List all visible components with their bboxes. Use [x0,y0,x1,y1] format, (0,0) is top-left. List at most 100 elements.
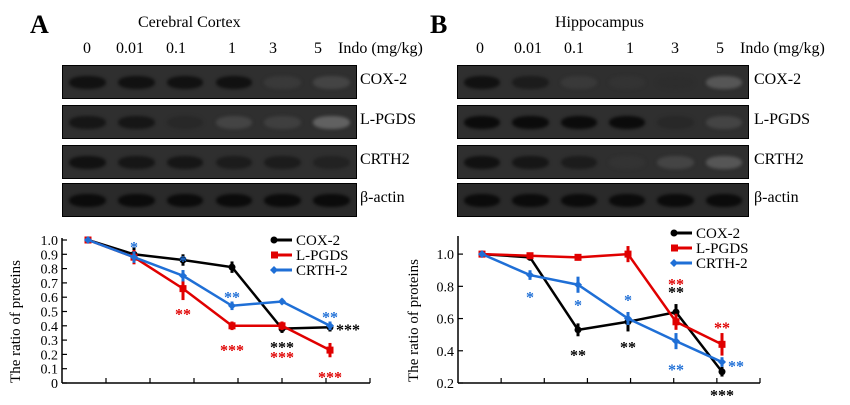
blot-strip-crth2 [62,145,357,179]
dose-label: 0.1 [166,40,186,57]
significance-annotation: * [130,239,138,256]
blot-band [69,155,106,170]
panel-a-title: Cerebral Cortex [138,14,241,31]
dose-label: 1 [626,40,634,57]
blot-strip-cox2 [62,65,357,99]
blot-band [166,193,204,208]
dose-label: 1 [228,40,236,57]
data-point [718,358,726,367]
y-axis-label: The ratio of proteins [406,259,422,382]
y-tick-label: 1.0 [437,248,455,263]
blot-band [215,193,253,208]
blot-band [464,155,501,170]
blot-band [264,115,302,130]
protein-label: CRTH2 [754,151,804,168]
blot-band [609,75,646,90]
blot-band [117,155,155,170]
dose-label: 3 [671,40,679,57]
y-tick-label: 0.8 [41,263,59,278]
blot-band [117,115,155,130]
blot-band [313,115,350,130]
protein-label: CRTH2 [360,151,410,168]
legend-label: CRTH-2 [296,263,348,279]
legend-marker [270,236,278,244]
y-tick-label: 0.2 [437,377,455,392]
data-point [179,256,187,264]
data-point [672,318,680,326]
data-point [179,271,187,280]
legend-marker [671,244,678,252]
blot-band [464,115,501,130]
panel-letter-b: B [430,10,448,39]
data-point [478,250,486,259]
data-point [624,250,632,258]
legend-label: COX-2 [296,233,340,249]
data-point [228,322,236,330]
significance-annotation: *** [220,342,244,359]
significance-annotation: ** [570,347,586,364]
data-point [179,285,187,293]
blot-strip-lpgds [62,105,357,139]
y-tick-label: 0 [51,377,58,392]
blot-band [512,155,549,170]
blot-band [464,75,501,90]
blot-band [215,115,253,130]
blot-strip-actin [457,183,749,217]
blot-band [512,193,549,208]
legend-label: L-PGDS [696,241,749,257]
protein-label: COX-2 [360,71,408,88]
y-tick-label: 0.6 [41,291,59,306]
data-point [228,263,236,271]
blot-band [117,75,155,90]
dose-label: 0.01 [116,40,144,57]
data-point [672,337,680,346]
series-line-crth-2 [481,252,723,364]
data-point [84,236,92,244]
series-line-cox-2 [87,238,331,330]
significance-annotation: * [624,293,632,310]
dose-label: 0.01 [514,40,542,57]
blot-band [705,75,742,90]
data-point [278,297,286,306]
data-point [326,346,334,354]
series-line-crth-2 [87,238,331,327]
blot-band [609,193,646,208]
blot-band [69,75,106,90]
data-point [526,252,534,260]
blot-band [609,155,646,170]
blot-band [512,75,549,90]
y-tick-label: 0.2 [41,348,59,363]
significance-annotation: *** [270,349,294,366]
protein-label: L-PGDS [754,111,811,128]
data-point [718,368,726,376]
blot-band [560,155,597,170]
y-tick-label: 0.7 [41,277,59,292]
protein-label: β-actin [360,189,405,206]
y-tick-label: 0.8 [437,280,455,295]
significance-annotation: * [574,297,582,314]
significance-annotation: ** [224,289,240,306]
protein-label: L-PGDS [360,111,417,128]
blot-strip-lpgds [457,105,749,139]
data-point [228,301,236,310]
panel-b-title: Hippocampus [555,14,644,31]
protein-label: COX-2 [754,71,802,88]
data-point [574,280,582,289]
significance-annotation: *** [270,339,294,356]
legend-marker [670,229,678,237]
blot-band [215,75,253,90]
y-axis-label: The ratio of proteins [8,260,24,383]
data-point [574,253,582,261]
significance-annotation: * [526,289,534,306]
blot-band [657,155,694,170]
blot-band [657,115,694,130]
data-point [130,253,138,262]
blot-band [117,193,155,208]
blot-band [705,193,742,208]
significance-annotation: ** [668,362,684,379]
significance-annotation: * [179,254,187,271]
y-tick-label: 0.4 [437,345,455,360]
legend-label: COX-2 [696,226,740,242]
